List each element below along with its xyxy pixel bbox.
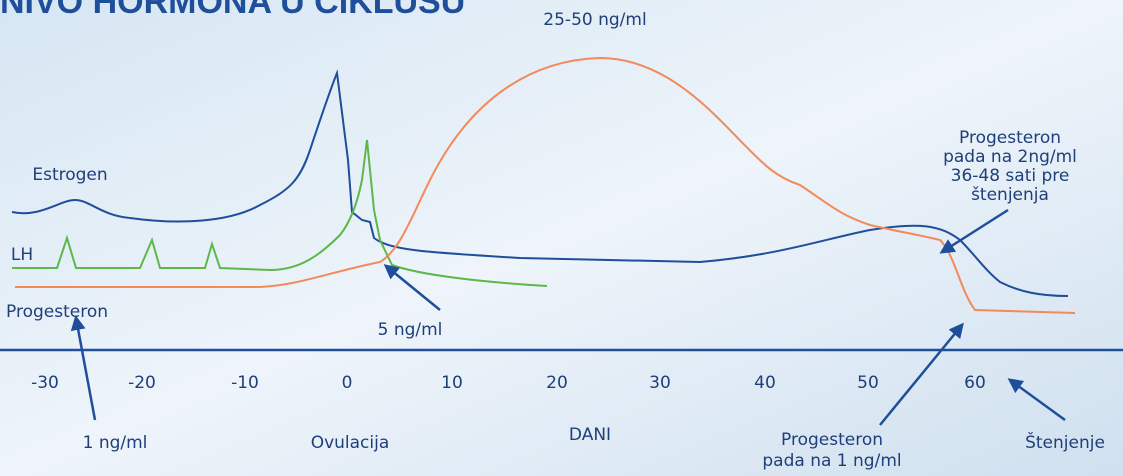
infographic: NIVO HORMONA U CIKLUSU 25-50 ng/ml Estro… (0, 0, 1123, 476)
x-tick-label: -20 (128, 373, 156, 393)
ovulacija-label: Ovulacija (311, 433, 390, 453)
x-tick-label: 60 (964, 373, 986, 393)
note-right-line: Progesteron (959, 128, 1061, 148)
five-label: 5 ng/ml (378, 320, 443, 340)
x-tick-label: 50 (857, 373, 879, 393)
note-bottom-line: Progesteron (781, 430, 883, 450)
x-tick-label: 20 (546, 373, 568, 393)
note-right-line: pada na 2ng/ml (943, 147, 1077, 167)
note-right-line: 36-48 sati pre (951, 166, 1070, 186)
peak-label: 25-50 ng/ml (543, 10, 646, 30)
lh-label: LH (11, 245, 33, 265)
title: NIVO HORMONA U CIKLUSU (0, 0, 465, 21)
x-tick-label: 10 (441, 373, 463, 393)
x-tick-label: 30 (649, 373, 671, 393)
progesteron-label: Progesteron (6, 302, 108, 322)
one-label: 1 ng/ml (83, 433, 148, 453)
background (0, 0, 1123, 476)
x-tick-label: 0 (342, 373, 353, 393)
estrogen-label: Estrogen (32, 165, 107, 185)
x-tick-label: -10 (231, 373, 259, 393)
x-tick-label: -30 (31, 373, 59, 393)
note-right-line: štenjenja (971, 185, 1049, 205)
x-tick-label: 40 (754, 373, 776, 393)
stenjenje-label: Štenjenje (1025, 431, 1105, 453)
note-bottom-line: pada na 1 ng/ml (762, 451, 901, 471)
x-axis-title: DANI (569, 425, 611, 445)
